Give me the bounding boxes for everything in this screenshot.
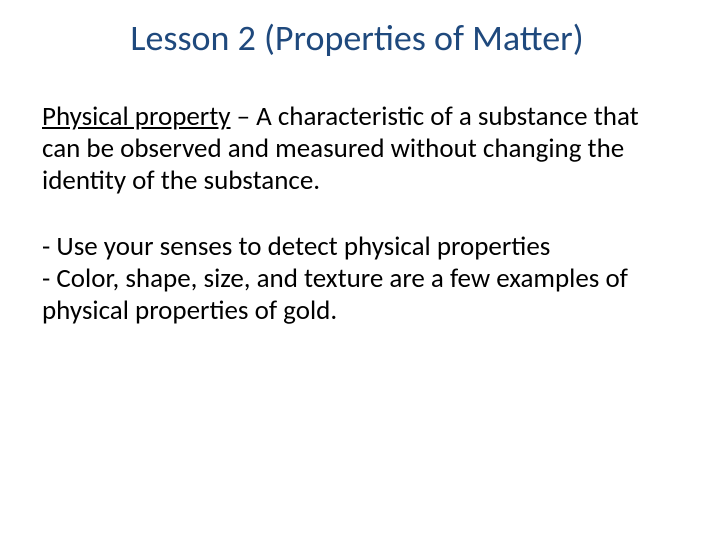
slide-body: Physical property – A characteristic of … (42, 101, 652, 326)
slide-title: Lesson 2 (Properties of Matter) (42, 18, 672, 59)
definition-term: Physical property (42, 100, 231, 133)
definition-separator: – (231, 100, 257, 133)
slide: Lesson 2 (Properties of Matter) Physical… (0, 0, 720, 540)
definition-paragraph: Physical property – A characteristic of … (42, 101, 652, 197)
bullet-1: - Use your senses to detect physical pro… (42, 231, 652, 263)
bullet-2: - Color, shape, size, and texture are a … (42, 263, 652, 327)
paragraph-gap (42, 197, 652, 231)
